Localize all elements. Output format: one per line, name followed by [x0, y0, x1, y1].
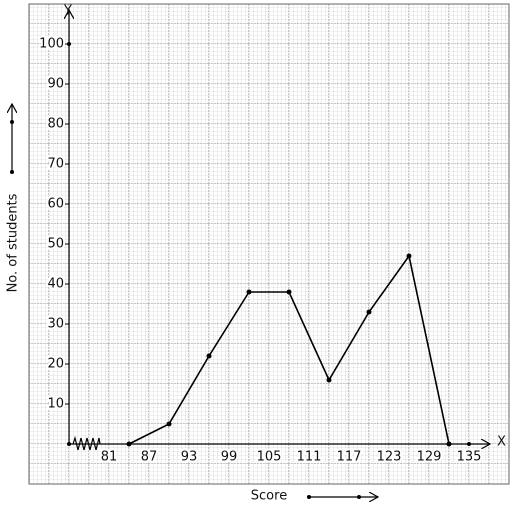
- data-point: [206, 353, 212, 359]
- y-tick-label: 40: [47, 277, 64, 292]
- data-point: [326, 377, 332, 383]
- arrow-dot: [357, 495, 361, 499]
- x-tick-label: 135: [457, 450, 482, 465]
- graph-paper: [28, 3, 510, 485]
- y-tick-label: 90: [47, 77, 64, 92]
- arrow-dot: [10, 170, 14, 174]
- x-tick-label: 87: [141, 450, 158, 465]
- y-tick-dot: [67, 42, 71, 46]
- x-tick-label: 111: [297, 450, 322, 465]
- data-point: [446, 441, 452, 447]
- y-tick-label: 70: [47, 157, 64, 172]
- y-tick-label: 50: [47, 237, 64, 252]
- x-tick-label: 99: [221, 450, 238, 465]
- arrow-dot: [10, 120, 14, 124]
- x-tick-label: 123: [377, 450, 402, 465]
- x-tick-label: 117: [337, 450, 362, 465]
- x-tick-label: 93: [181, 450, 198, 465]
- y-tick-label: 10: [47, 397, 64, 412]
- origin: [67, 442, 71, 446]
- data-point: [166, 421, 172, 427]
- y-tick-label: 20: [47, 357, 64, 372]
- y-tick-label: 80: [47, 117, 64, 132]
- data-point: [126, 441, 132, 447]
- axis-break: [72, 435, 101, 451]
- y-tick-label: 100: [39, 37, 64, 52]
- x-axis-name: X: [497, 435, 506, 450]
- y-tick-label: 60: [47, 197, 64, 212]
- data-point: [246, 289, 252, 295]
- x-tick-label: 105: [257, 450, 282, 465]
- x-tick-label: 129: [417, 450, 442, 465]
- data-point: [406, 253, 412, 259]
- x-tick-dot: [467, 442, 471, 446]
- x-axis-label: Score: [251, 489, 287, 504]
- y-axis-label: No. of students: [6, 193, 21, 292]
- y-tick-label: 30: [47, 317, 64, 332]
- data-point: [366, 309, 372, 315]
- y-axis-name: Y: [63, 4, 72, 19]
- data-point: [286, 289, 292, 295]
- arrow-dot: [307, 495, 311, 499]
- x-tick-label: 81: [101, 450, 118, 465]
